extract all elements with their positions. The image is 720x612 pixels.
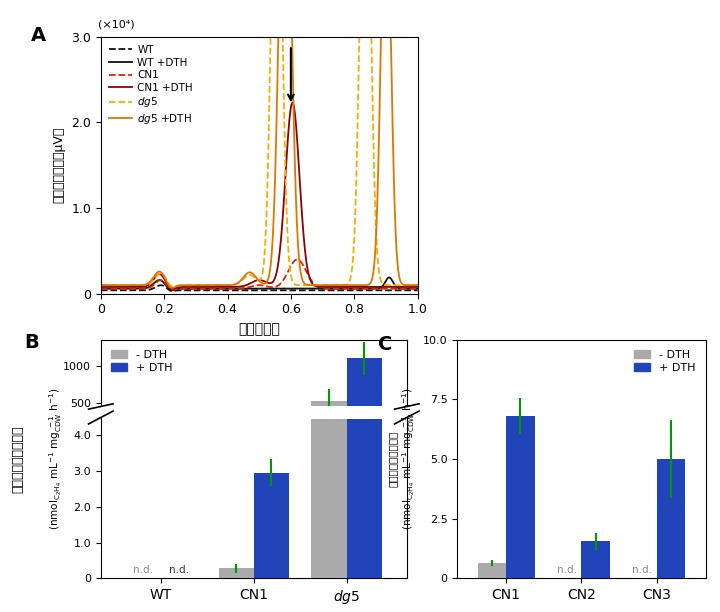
WT +DTH <box>168 286 176 294</box>
$dg5$ +DTH <box>413 282 422 289</box>
WT <box>346 286 355 294</box>
$dg5$ <box>405 282 413 289</box>
$dg5$ <box>346 274 355 282</box>
WT +DTH <box>112 285 121 293</box>
$dg5$ +DTH <box>251 272 259 280</box>
Text: (nmol$_{\rm C_2H_4}$ mL$^{-1}$ mg$_{\rm CDW}^{\ -1}$ h$^{-1}$): (nmol$_{\rm C_2H_4}$ mL$^{-1}$ mg$_{\rm … <box>47 388 64 530</box>
$dg5$ +DTH <box>112 282 121 289</box>
Text: n.d.: n.d. <box>557 565 577 575</box>
Bar <box>582 542 610 578</box>
CN1 <box>293 256 302 263</box>
Text: A: A <box>31 26 46 45</box>
CN1 +DTH <box>243 282 251 289</box>
WT +DTH <box>251 285 259 293</box>
Line: WT +DTH: WT +DTH <box>101 277 418 290</box>
$dg5$ +DTH <box>96 282 105 289</box>
WT +DTH <box>243 285 251 293</box>
CN1 <box>112 285 121 293</box>
Line: $dg5$ +DTH: $dg5$ +DTH <box>101 37 418 288</box>
CN1 +DTH <box>112 283 121 291</box>
$dg5$ <box>413 282 422 289</box>
Y-axis label: シグナル強度（μV）: シグナル強度（μV） <box>53 127 66 203</box>
WT +DTH <box>384 274 393 281</box>
$dg5$ <box>243 272 251 280</box>
$dg5$ <box>96 282 105 289</box>
WT +DTH <box>413 285 422 293</box>
WT +DTH <box>404 285 413 293</box>
Bar <box>346 358 382 406</box>
CN1 <box>405 285 413 293</box>
Bar <box>346 419 382 578</box>
Text: (×10⁴): (×10⁴) <box>98 19 134 29</box>
Y-axis label: ニトロゲナーゼ活性
(nmol$_{\rm C_2H_4}$ mL$^{-1}$ mg$_{\rm CDW}^{\ -1}$ h$^{-1}$): ニトロゲナーゼ活性 (nmol$_{\rm C_2H_4}$ mL$^{-1}$… <box>388 388 418 530</box>
$dg5$ +DTH <box>405 282 413 289</box>
$dg5$ +DTH <box>346 282 355 289</box>
CN1 <box>96 285 105 293</box>
$dg5$ <box>266 33 275 40</box>
$dg5$ +DTH <box>168 285 176 292</box>
Text: ニトロゲナーゼ活性: ニトロゲナーゼ活性 <box>12 425 24 493</box>
WT <box>243 286 251 294</box>
Line: CN1: CN1 <box>101 259 418 289</box>
Text: n.d.: n.d. <box>632 565 652 575</box>
$dg5$ +DTH <box>274 33 283 40</box>
Bar <box>311 419 346 578</box>
CN1 <box>168 286 177 293</box>
Bar <box>219 569 253 578</box>
CN1 <box>413 285 422 293</box>
Text: B: B <box>24 333 39 352</box>
Text: n.d.: n.d. <box>168 565 189 575</box>
WT +DTH <box>346 285 355 293</box>
$dg5$ +DTH <box>243 270 251 277</box>
WT <box>168 288 176 295</box>
WT <box>413 286 422 294</box>
Line: WT: WT <box>101 285 418 291</box>
Bar <box>657 459 685 578</box>
CN1 +DTH <box>288 99 297 106</box>
Bar <box>477 563 506 578</box>
CN1 +DTH <box>96 283 105 291</box>
CN1 +DTH <box>404 283 413 291</box>
WT <box>405 286 413 294</box>
CN1 +DTH <box>168 285 176 293</box>
$dg5$ <box>168 283 177 290</box>
Bar <box>311 401 346 406</box>
$dg5$ +DTH <box>404 282 413 289</box>
$dg5$ <box>404 282 413 289</box>
CN1 +DTH <box>346 283 355 291</box>
$dg5$ <box>112 282 121 289</box>
CN1 <box>251 282 259 289</box>
WT <box>96 286 105 294</box>
WT +DTH <box>405 285 413 293</box>
WT <box>404 286 413 294</box>
Legend: - DTH, + DTH: - DTH, + DTH <box>107 345 177 378</box>
Legend: - DTH, + DTH: - DTH, + DTH <box>629 345 700 378</box>
WT <box>112 286 121 294</box>
Text: C: C <box>378 335 392 354</box>
WT +DTH <box>96 285 105 293</box>
CN1 <box>346 285 355 293</box>
Bar <box>253 473 289 578</box>
Text: n.d.: n.d. <box>133 565 153 575</box>
CN1 +DTH <box>405 283 413 291</box>
$dg5$ <box>251 274 259 282</box>
Bar <box>506 416 535 578</box>
CN1 <box>243 284 251 291</box>
CN1 +DTH <box>251 277 259 285</box>
CN1 +DTH <box>413 283 422 291</box>
Line: CN1 +DTH: CN1 +DTH <box>101 103 418 289</box>
X-axis label: 時間（分）: 時間（分） <box>238 322 280 336</box>
Line: $dg5$: $dg5$ <box>101 37 418 286</box>
WT <box>156 282 165 289</box>
Legend: WT, WT +DTH, CN1, CN1 +DTH, $dg5$, $dg5$ +DTH: WT, WT +DTH, CN1, CN1 +DTH, $dg5$, $dg5$… <box>106 42 196 129</box>
WT <box>251 286 259 294</box>
CN1 <box>404 285 413 293</box>
